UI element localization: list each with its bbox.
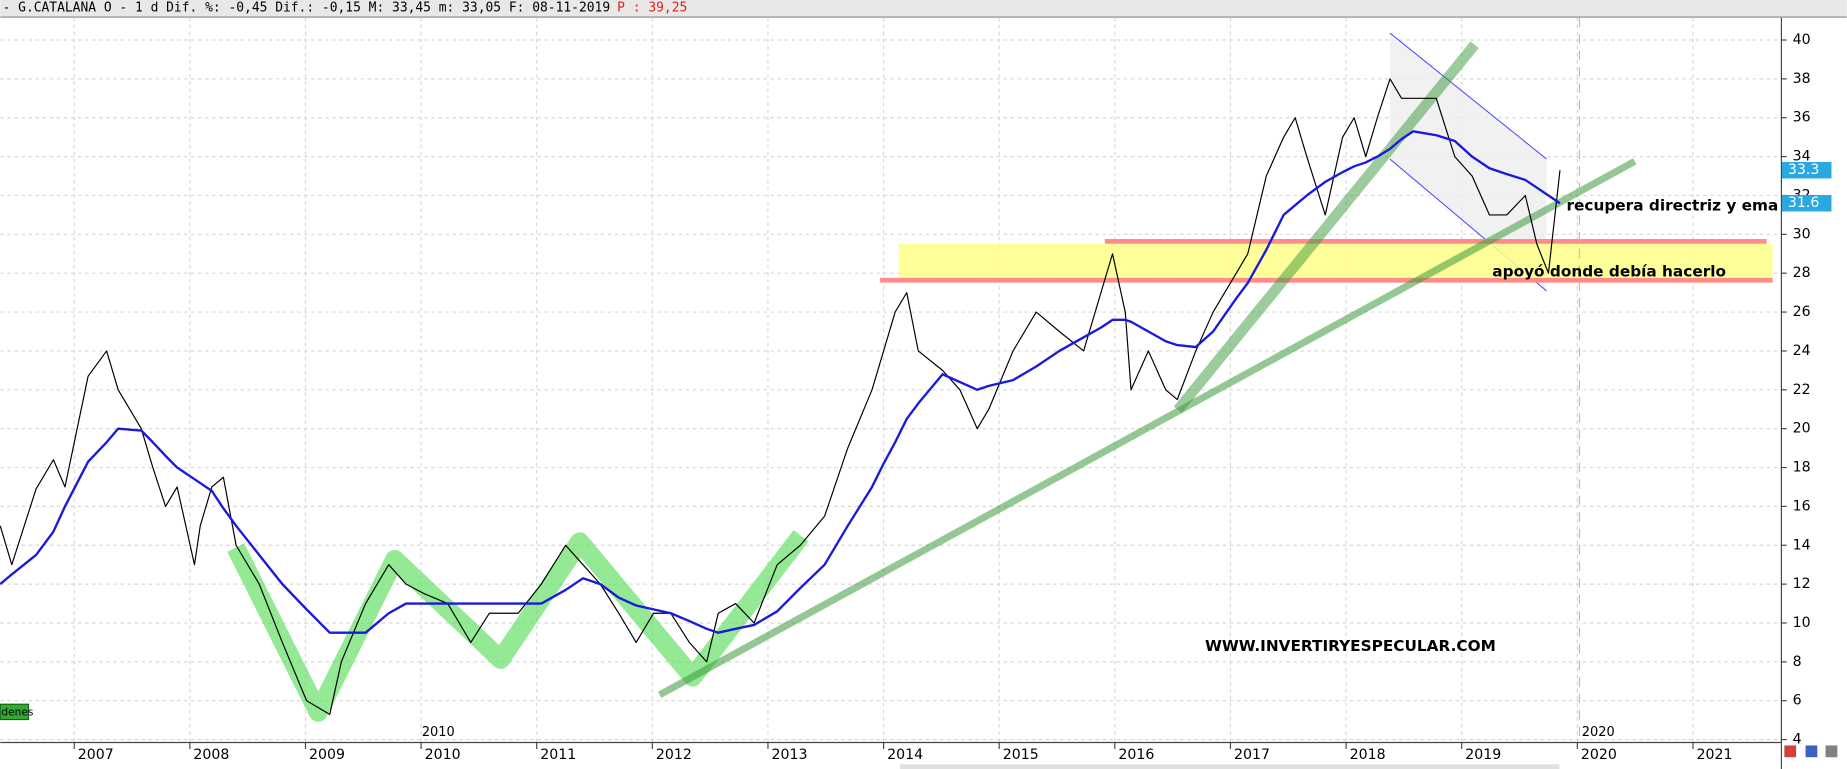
period-label: 2020 (1582, 725, 1615, 740)
channel-line (1389, 32, 1547, 160)
trendline (1173, 41, 1479, 414)
x-tick-label: 2021 (1696, 747, 1732, 763)
y-tick-label: 16 (1793, 498, 1811, 514)
tool-icon[interactable] (1825, 745, 1838, 758)
y-tick-label: 30 (1793, 226, 1811, 242)
y-tick-label: 20 (1793, 421, 1811, 437)
y-tick-label: 12 (1793, 576, 1811, 592)
header-price: P : 39,25 (617, 1, 687, 16)
x-tick-label: 2009 (309, 747, 345, 763)
x-tick-label: 2018 (1350, 747, 1386, 763)
x-tick-label: 2010 (425, 747, 461, 763)
x-tick-label: 2011 (540, 747, 576, 763)
period-label: 2010 (422, 725, 455, 740)
y-tick-label: 24 (1793, 343, 1811, 359)
y-tick-label: 28 (1793, 265, 1811, 281)
x-tick-label: 2012 (656, 747, 692, 763)
x-tick-label: 2015 (1003, 747, 1039, 763)
last-value-label: 31.6 (1788, 195, 1819, 211)
series-line (0, 78, 1561, 715)
y-tick-label: 8 (1793, 654, 1802, 670)
support-zone (898, 243, 1773, 283)
last-value-label: 33.3 (1788, 162, 1819, 178)
series-line (0, 130, 1561, 634)
y-tick-label: 38 (1793, 71, 1811, 87)
tool-icon[interactable] (1784, 745, 1797, 758)
x-tick-label: 2014 (887, 747, 923, 763)
y-tick-label: 4 (1793, 732, 1802, 748)
last-value-box (1782, 195, 1832, 212)
y-tick-label: 22 (1793, 382, 1811, 398)
annotation: recupera directriz y ema (1566, 197, 1778, 215)
x-tick-label: 2019 (1465, 747, 1501, 763)
y-tick-label: 6 (1793, 693, 1802, 709)
y-tick-label: 18 (1793, 460, 1811, 476)
y-tick-label: 14 (1793, 537, 1811, 553)
header: - G.CATALANA O - 1 d Dif. %: -0,45 Dif.:… (3, 1, 611, 16)
y-tick-label: 26 (1793, 304, 1811, 320)
series (0, 78, 1561, 715)
x-tick-label: 2016 (1118, 747, 1154, 763)
y-tick-label: 34 (1793, 149, 1811, 165)
last-value-box (1782, 161, 1832, 179)
x-tick-label: 2013 (771, 747, 807, 763)
watermark: WWW.INVERTIRYESPECULAR.COM (1205, 637, 1496, 655)
tool-icon[interactable] (1805, 745, 1818, 758)
x-tick-label: 2017 (1234, 747, 1270, 763)
tag: denes (1, 706, 33, 718)
x-tick-label: 2020 (1581, 747, 1617, 763)
scrollbar[interactable] (899, 764, 1560, 769)
y-tick-label: 10 (1793, 615, 1811, 631)
annotation: apoyó donde debía hacerlo (1492, 263, 1726, 281)
y-tick-label: 40 (1793, 32, 1811, 48)
trendline (658, 158, 1637, 698)
x-tick-label: 2008 (193, 747, 229, 763)
tag-box (0, 703, 30, 721)
y-tick-label: 36 (1793, 110, 1811, 126)
header-bar (0, 0, 1847, 17)
x-tick-label: 2007 (78, 747, 114, 763)
